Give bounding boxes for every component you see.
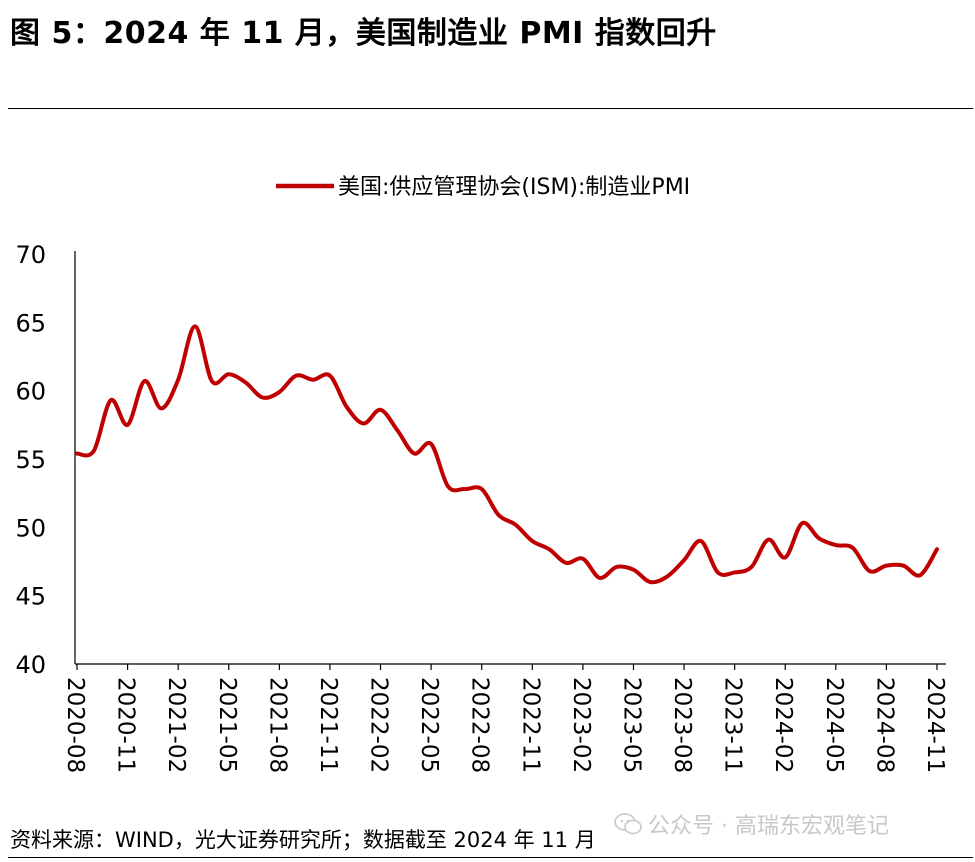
x-tick-label: 2020-08	[62, 677, 88, 773]
x-tick-label: 2023-08	[669, 677, 695, 773]
x-tick-label: 2023-02	[568, 677, 594, 773]
y-tick-label: 65	[15, 309, 46, 337]
y-tick-label: 55	[15, 446, 46, 474]
x-tick-label: 2022-11	[517, 677, 543, 773]
x-axis-ticks: 2020-08 2020-11 2021-02 2021-05 2021-08 2021-…	[62, 664, 948, 773]
x-tick-label: 2022-05	[416, 677, 442, 773]
x-tick-label: 2024-11	[922, 677, 948, 773]
y-tick-label: 40	[15, 651, 46, 679]
watermark-text: 公众号 · 高瑞东宏观笔记	[648, 814, 889, 839]
chart-legend: 美国:供应管理协会(ISM):制造业PMI	[276, 175, 690, 200]
y-tick-label: 60	[15, 378, 46, 406]
x-tick-label: 2024-02	[770, 677, 796, 773]
x-tick-label: 2021-08	[264, 677, 290, 773]
x-tick-label: 2023-05	[618, 677, 644, 773]
x-tick-label: 2021-11	[315, 677, 341, 773]
chart-axes	[74, 251, 946, 665]
y-tick-label: 70	[15, 241, 46, 269]
wechat-icon	[614, 813, 642, 835]
y-axis-ticks: 40 45 50 55 60 65 70	[15, 241, 46, 679]
source-note: 资料来源：WIND，光大证券研究所；数据截至 2024 年 11 月	[10, 828, 596, 852]
legend-label: 美国:供应管理协会(ISM):制造业PMI	[338, 175, 690, 200]
x-tick-label: 2022-02	[366, 677, 392, 773]
x-tick-label: 2020-11	[113, 677, 139, 773]
watermark: 公众号 · 高瑞东宏观笔记	[614, 808, 889, 840]
x-tick-label: 2021-05	[214, 677, 240, 773]
x-tick-label: 2024-05	[821, 677, 847, 773]
title-divider	[8, 108, 973, 109]
bottom-divider	[8, 857, 973, 858]
series-line-ism-pmi	[75, 324, 939, 585]
series-layer	[75, 324, 939, 585]
x-tick-label: 2022-08	[467, 677, 493, 773]
x-tick-label: 2024-08	[871, 677, 897, 773]
y-tick-label: 45	[15, 583, 46, 611]
figure-title: 图 5：2024 年 11 月，美国制造业 PMI 指数回升	[10, 16, 717, 51]
x-tick-label: 2021-02	[163, 677, 189, 773]
y-tick-label: 50	[15, 514, 46, 542]
x-tick-label: 2023-11	[720, 677, 746, 773]
